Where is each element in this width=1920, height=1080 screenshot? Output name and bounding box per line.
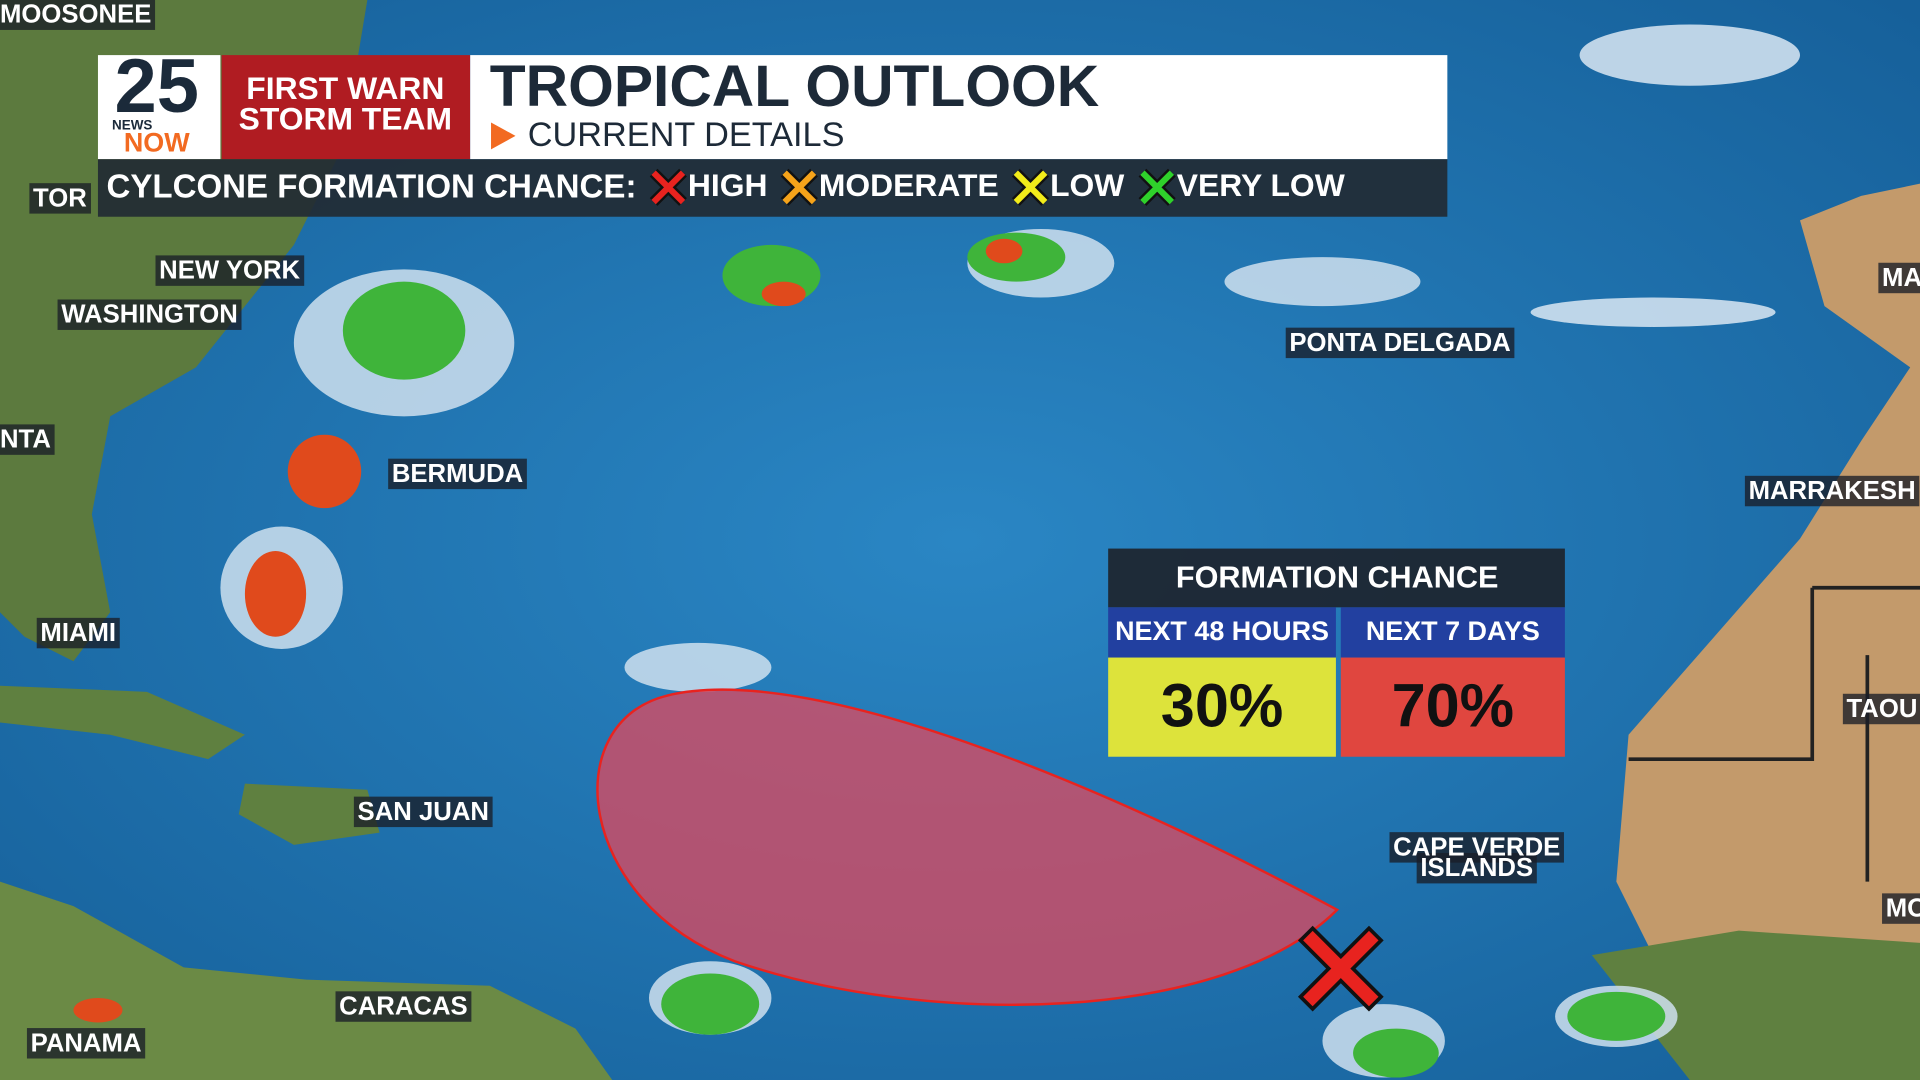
label-backing [353, 796, 493, 828]
chance-box [1108, 657, 1336, 757]
city-label: ISLANDS [1420, 854, 1533, 882]
label-backing [26, 1028, 146, 1059]
label-backing [1878, 262, 1920, 294]
legend-x [782, 170, 817, 205]
legend-bar [97, 159, 1448, 217]
label-backing [388, 458, 527, 490]
subtitle-arrow [491, 122, 516, 150]
city-label: MOOSONEE [0, 1, 151, 29]
legend-x [651, 170, 686, 205]
city-label: MO [1886, 895, 1920, 923]
city-label: MARRAKESH [1749, 477, 1916, 505]
period: NEXT 48 HOURS [1115, 616, 1329, 646]
city-label: NTA [0, 426, 51, 454]
label-backing [29, 183, 91, 214]
land-west-africa [1591, 930, 1920, 1080]
label-backing [1389, 832, 1564, 863]
label-backing [155, 255, 305, 286]
brand-line1: FIRST WARN [246, 70, 444, 106]
city-label: CAPE VERDE [1393, 833, 1560, 861]
title-box [470, 55, 1448, 160]
brand-line2: STORM TEAM [239, 101, 452, 137]
label-backing [335, 991, 472, 1022]
formation-title-box [1108, 548, 1565, 608]
label-backing [36, 617, 120, 649]
city-label: TAOU [1847, 695, 1918, 723]
label-backing [57, 299, 242, 330]
logo-box [97, 55, 221, 160]
brand-box [221, 55, 471, 160]
city-label: CARACAS [339, 993, 468, 1021]
city-label: MA [1882, 264, 1920, 292]
borders [1628, 585, 1920, 882]
legend-x [1140, 170, 1175, 205]
development-x [1297, 925, 1384, 1012]
chance-box [1340, 657, 1565, 757]
logo-now: NOW [124, 128, 190, 158]
formation-table: NEXT 48 HOURS 30% NEXT 7 DAYS 70% [1108, 607, 1565, 757]
label-backing [1285, 327, 1515, 359]
land-hispaniola [238, 783, 380, 845]
title: TROPICAL OUTLOOK [490, 54, 1099, 119]
city-label: PANAMA [31, 1029, 142, 1057]
radar-cells [73, 232, 1666, 1078]
outlook-area [596, 688, 1340, 1006]
legend-items: HIGH MODERATE LOW VERY LOW [649, 167, 1346, 206]
city-label: NEW YORK [159, 257, 300, 285]
period: NEXT 7 DAYS [1366, 616, 1540, 646]
logo-number: 25 [115, 44, 199, 129]
legend-item: VERY LOW [1177, 167, 1346, 203]
legend-item: HIGH [688, 167, 768, 203]
legend-x [1013, 170, 1048, 205]
period-box [1108, 607, 1336, 658]
land-south-america [0, 881, 613, 1080]
city-label: TOR [33, 184, 87, 212]
city-label: SAN JUAN [358, 798, 489, 826]
formation-title: FORMATION CHANCE [1176, 560, 1499, 594]
land-africa-iberia [1616, 0, 1920, 1080]
legend-label: CYLCONE FORMATION CHANCE: [107, 168, 637, 205]
logo-news: NEWS [112, 118, 152, 133]
label-backing [1882, 893, 1920, 924]
subtitle: CURRENT DETAILS [528, 116, 845, 154]
label-backing [1744, 475, 1920, 507]
chance: 30% [1161, 671, 1284, 739]
legend-item: MODERATE [819, 167, 999, 203]
city-label: PONTA DELGADA [1289, 329, 1510, 357]
city-label: BERMUDA [392, 460, 523, 488]
chance: 70% [1392, 671, 1515, 739]
period-box [1340, 607, 1565, 658]
label-backing [0, 0, 156, 30]
land-cuba [0, 685, 245, 760]
label-backing [0, 424, 55, 455]
city-label: WASHINGTON [61, 301, 238, 329]
legend-item: LOW [1050, 167, 1125, 203]
city-label: MIAMI [40, 619, 116, 647]
label-backing [1842, 693, 1920, 725]
